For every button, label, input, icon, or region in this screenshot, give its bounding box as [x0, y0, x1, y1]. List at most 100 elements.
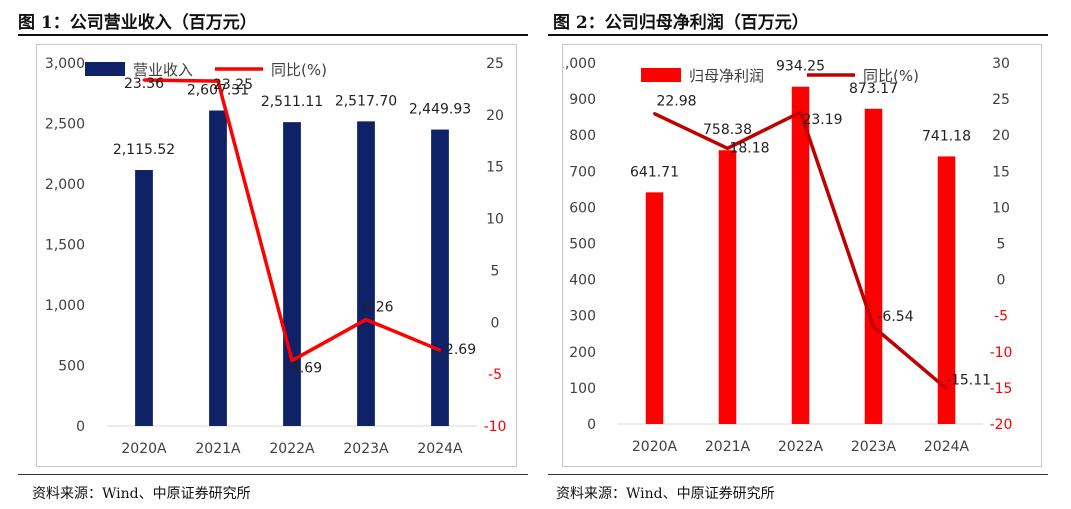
y-left-tick-label: 100: [569, 381, 596, 397]
y-right-tick-label: 20: [992, 128, 1010, 144]
growth-value-label: -3.69: [286, 361, 322, 377]
x-tick-label: 2024A: [417, 441, 463, 457]
bar-value-label: 641.71: [630, 164, 679, 180]
y-left-tick-label: 1,000: [563, 56, 596, 72]
x-tick-label: 2024A: [924, 439, 970, 455]
bar-value-label: 2,449.93: [409, 102, 471, 118]
bar: [791, 86, 810, 424]
figure-2-chart: 01002003004005006007008009001,000-20-15-…: [556, 44, 1042, 467]
figure-1-top-rule: [18, 34, 528, 36]
growth-value-label: -2.69: [440, 342, 476, 358]
y-right-tick-label: 5: [491, 263, 500, 279]
y-left-tick-label: 600: [569, 200, 596, 216]
y-left-tick-label: 2,000: [45, 177, 85, 193]
y-left-tick-label: 2,500: [45, 117, 85, 133]
bar: [864, 108, 883, 424]
growth-value-label: 22.98: [656, 94, 696, 110]
figure-2-top-rule: [548, 34, 1048, 36]
x-tick-label: 2023A: [851, 439, 897, 455]
growth-point: [653, 112, 656, 116]
net-profit-chart-svg: 01002003004005006007008009001,000-20-15-…: [556, 56, 1013, 455]
y-right-tick-label: 10: [992, 200, 1010, 216]
bar-value-label: 758.38: [703, 122, 752, 138]
figure-2-bottom-rule: [548, 474, 1048, 475]
growth-point: [872, 325, 875, 329]
y-right-tick-label: -15: [990, 381, 1013, 397]
figure-1-chart: 0 500 1,000 1,500 2,000 2,500 3,000 -10 -5 0 5 10 15…: [36, 44, 517, 467]
growth-value-label: -6.54: [877, 309, 913, 325]
y-right-tick-label: -20: [990, 417, 1013, 433]
bar-value-label: 2,607.31: [187, 83, 249, 99]
y-left-tick-label: 3,000: [45, 56, 85, 72]
y-right-tick-label: 15: [486, 160, 504, 176]
y-right-tick-label: 0: [997, 273, 1006, 289]
growth-point: [364, 318, 368, 322]
growth-value-label: 18.18: [729, 140, 769, 156]
y-right-tick-label: 30: [992, 56, 1010, 72]
y-right-tick-label: 25: [486, 56, 504, 72]
bar: [283, 122, 301, 426]
growth-point: [945, 387, 948, 391]
bar: [718, 150, 737, 424]
y-right-tick-label: 10: [486, 212, 504, 228]
x-tick-label: 2023A: [343, 441, 389, 457]
legend-bar-label: 归母净利润: [689, 67, 764, 85]
y-left-tick-label: 700: [569, 164, 596, 180]
growth-value-label: 23.25: [213, 77, 253, 93]
y-right-tick-label: -10: [990, 345, 1013, 361]
bar-value-label: 934.25: [776, 59, 825, 75]
growth-point: [290, 359, 294, 363]
figure-2-title: 图 2：公司归母净利润（百万元）: [553, 13, 809, 33]
x-tick-label: 2021A: [705, 439, 751, 455]
bar-value-label: 873.17: [849, 81, 898, 97]
bar-value-label: 2,115.52: [113, 142, 175, 158]
legend-line-label: 同比(%): [863, 67, 919, 85]
y-right-tick-label: 5: [997, 237, 1006, 253]
legend-bar-label: 营业收入: [133, 61, 193, 79]
legend-bar-swatch: [641, 68, 681, 82]
y-right-tick-label: -5: [994, 309, 1008, 325]
y-left-tick-label: 1,000: [45, 298, 85, 314]
y-left-tick-label: 0: [587, 417, 596, 433]
growth-value-label: 23.36: [124, 76, 164, 92]
y-right-tick-label: 15: [992, 164, 1010, 180]
bar: [135, 170, 153, 426]
growth-value-label: 23.19: [802, 112, 842, 128]
y-right-tick-label: -10: [484, 419, 507, 435]
x-tick-label: 2022A: [269, 441, 315, 457]
y-left-tick-label: 500: [58, 359, 85, 375]
bar: [431, 129, 449, 426]
figure-1-title: 图 1：公司营业收入（百万元）: [18, 13, 257, 33]
bar: [209, 110, 227, 426]
growth-value-label: 0.26: [362, 300, 393, 316]
bar: [645, 192, 664, 424]
growth-point: [799, 110, 802, 114]
y-left-tick-label: 0: [76, 419, 85, 435]
y-left-tick-label: 800: [569, 128, 596, 144]
y-left-tick-label: 400: [569, 273, 596, 289]
y-left-tick-label: 900: [569, 92, 596, 108]
growth-value-label: -15.11: [946, 373, 991, 389]
growth-point: [726, 146, 729, 150]
y-left-tick-label: 300: [569, 309, 596, 325]
bar-value-label: 2,511.11: [261, 94, 323, 110]
revenue-chart-svg: 0 500 1,000 1,500 2,000 2,500 3,000 -10 -5 0 5 10 15…: [45, 56, 507, 457]
legend-line-label: 同比(%): [271, 61, 327, 79]
y-right-tick-label: 20: [486, 108, 504, 124]
figure-1-source: 资料来源：Wind、中原证券研究所: [32, 486, 251, 502]
y-right-tick-label: -5: [488, 367, 502, 383]
bar: [937, 156, 956, 424]
growth-point: [216, 79, 220, 83]
y-right-tick-label: 0: [491, 315, 500, 331]
y-left-tick-label: 1,500: [45, 238, 85, 254]
figure-2-source: 资料来源：Wind、中原证券研究所: [556, 486, 775, 502]
bar: [357, 121, 375, 426]
bar-value-label: 741.18: [922, 128, 971, 144]
y-left-tick-label: 500: [569, 237, 596, 253]
y-right-tick-label: 25: [992, 92, 1010, 108]
x-tick-label: 2020A: [632, 439, 678, 455]
x-tick-label: 2020A: [121, 441, 167, 457]
growth-point: [438, 348, 442, 352]
bar-value-label: 2,517.70: [335, 93, 397, 109]
y-left-tick-label: 200: [569, 345, 596, 361]
